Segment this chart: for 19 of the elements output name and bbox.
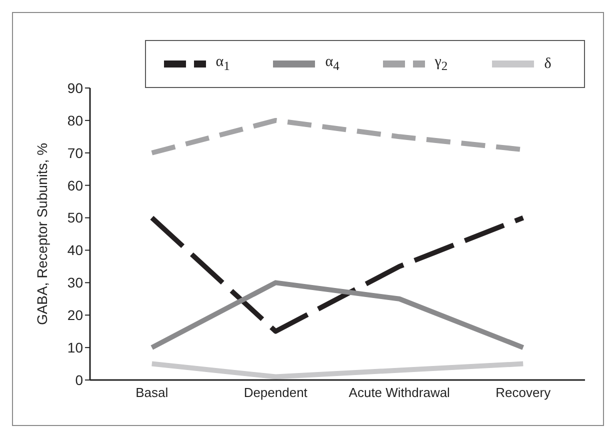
x-tick-label: Basal xyxy=(136,385,168,400)
y-tick-label: 10 xyxy=(67,340,84,356)
x-tick-label: Dependent xyxy=(244,385,308,400)
x-tick-label: Acute Withdrawal xyxy=(348,385,450,400)
y-tick-label: 90 xyxy=(67,80,84,96)
y-tick-label: 0 xyxy=(75,372,84,388)
y-axis-title: GABA, Receptor Subunits, % xyxy=(34,142,50,326)
y-tick-label: 60 xyxy=(67,177,84,194)
y-tick-label: 20 xyxy=(67,307,84,324)
x-tick-label: Recovery xyxy=(496,385,552,400)
y-tick-label: 40 xyxy=(67,242,84,258)
legend-label: α$_{1}$ xyxy=(216,54,231,74)
y-tick-label: 50 xyxy=(67,210,84,226)
y-tick-label: 30 xyxy=(67,274,84,291)
y-tick-label: 80 xyxy=(67,112,84,128)
y-tick-label: 70 xyxy=(67,144,84,161)
legend-label: α$_{4}$ xyxy=(325,54,340,74)
legend-label: δ xyxy=(544,56,552,72)
legend-label: γ$_{2}$ xyxy=(434,54,449,74)
